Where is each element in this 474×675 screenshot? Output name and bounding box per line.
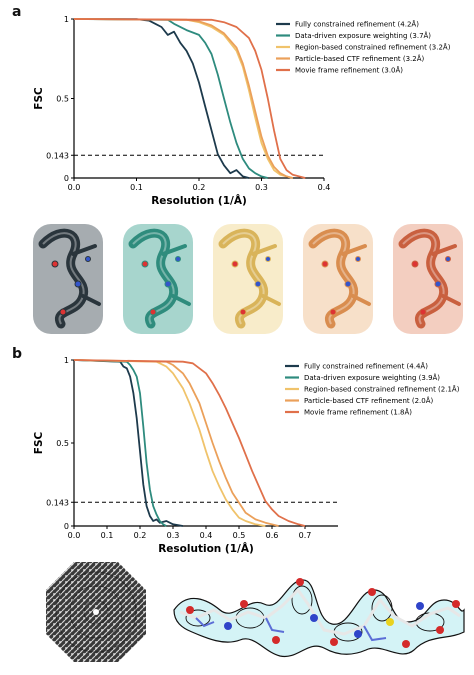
y-tick-label: 0 [64, 174, 69, 183]
legend-entry: Movie frame refinement (1.8Å) [304, 408, 412, 417]
x-tick-label: 0.6 [266, 531, 279, 540]
density-map-movie-frame [393, 224, 463, 334]
legend-entry: Region-based constrained refinement (3.2… [295, 43, 451, 52]
x-tick-label: 0.7 [299, 531, 312, 540]
legend-entry: Fully constrained refinement (4.2Å) [295, 20, 419, 29]
x-tick-label: 0.2 [193, 183, 206, 192]
y-tick-label: 0.5 [56, 95, 69, 104]
density-map-data-driven [123, 224, 193, 334]
legend-entry: Fully constrained refinement (4.4Å) [304, 362, 428, 371]
x-tick-label: 0.1 [101, 531, 114, 540]
x-tick-label: 0.1 [130, 183, 143, 192]
legend-entry: Particle-based CTF refinement (3.2Å) [295, 54, 425, 63]
y-tick-label: 0.143 [46, 498, 69, 507]
x-tick-label: 0.0 [68, 531, 81, 540]
atomic-model-density [173, 578, 465, 658]
fsc-chart-b: 0.0 0.1 0.2 0.3 0.4 0.5 0.6 0.7 0 0.143 0.5 1 Resolu… [33, 356, 460, 555]
density-map-fully-constrained [33, 224, 103, 334]
x-tick-label: 0.4 [200, 531, 213, 540]
y-axis-label: FSC [33, 87, 45, 110]
x-axis-label: Resolution (1/Å) [151, 194, 247, 207]
legend-entry: Data-driven exposure weighting (3.9Å) [304, 373, 440, 382]
fsc-chart-a: 0.0 0.1 0.2 0.3 0.4 0 0.143 0.5 1 Resolution (1/Å… [33, 15, 451, 207]
y-tick-label: 1 [64, 356, 69, 365]
x-tick-label: 0.3 [167, 531, 180, 540]
particle-density-map [46, 562, 146, 662]
y-tick-label: 0.5 [56, 439, 69, 448]
density-map-particle-ctf [303, 224, 373, 334]
series-line-particle-ctf [73, 18, 294, 179]
x-tick-label: 0.0 [68, 183, 81, 192]
density-map-region-based [213, 224, 283, 334]
y-tick-label: 1 [64, 15, 69, 24]
series-line-region-based [73, 18, 294, 179]
legend-entry: Movie frame refinement (3.0Å) [295, 66, 403, 75]
y-axis-label: FSC [33, 431, 45, 454]
x-tick-label: 0.5 [233, 531, 246, 540]
x-axis-label: Resolution (1/Å) [158, 542, 254, 555]
series-line-fully-constrained [73, 18, 250, 179]
panel-a-letter: a [12, 4, 22, 20]
panel-b-letter: b [12, 346, 23, 362]
series-line-movie-frame [73, 18, 306, 179]
series-line-region-based [73, 359, 266, 527]
series-line-data-driven [73, 359, 167, 527]
y-tick-label: 0 [64, 522, 69, 531]
y-tick-label: 0.143 [46, 151, 69, 160]
x-tick-label: 0.2 [134, 531, 147, 540]
series-line-particle-ctf [73, 359, 279, 527]
x-tick-label: 0.3 [255, 183, 268, 192]
density-map-renderings [33, 224, 468, 334]
legend-entry: Data-driven exposure weighting (3.7Å) [295, 31, 431, 40]
x-tick-label: 0.4 [318, 183, 331, 192]
series-line-fully-constrained [73, 359, 184, 527]
legend-entry: Particle-based CTF refinement (2.0Å) [304, 396, 434, 405]
series-line-data-driven [73, 18, 269, 179]
legend-entry: Region-based constrained refinement (2.1… [304, 385, 460, 394]
series-line-movie-frame [73, 359, 306, 527]
